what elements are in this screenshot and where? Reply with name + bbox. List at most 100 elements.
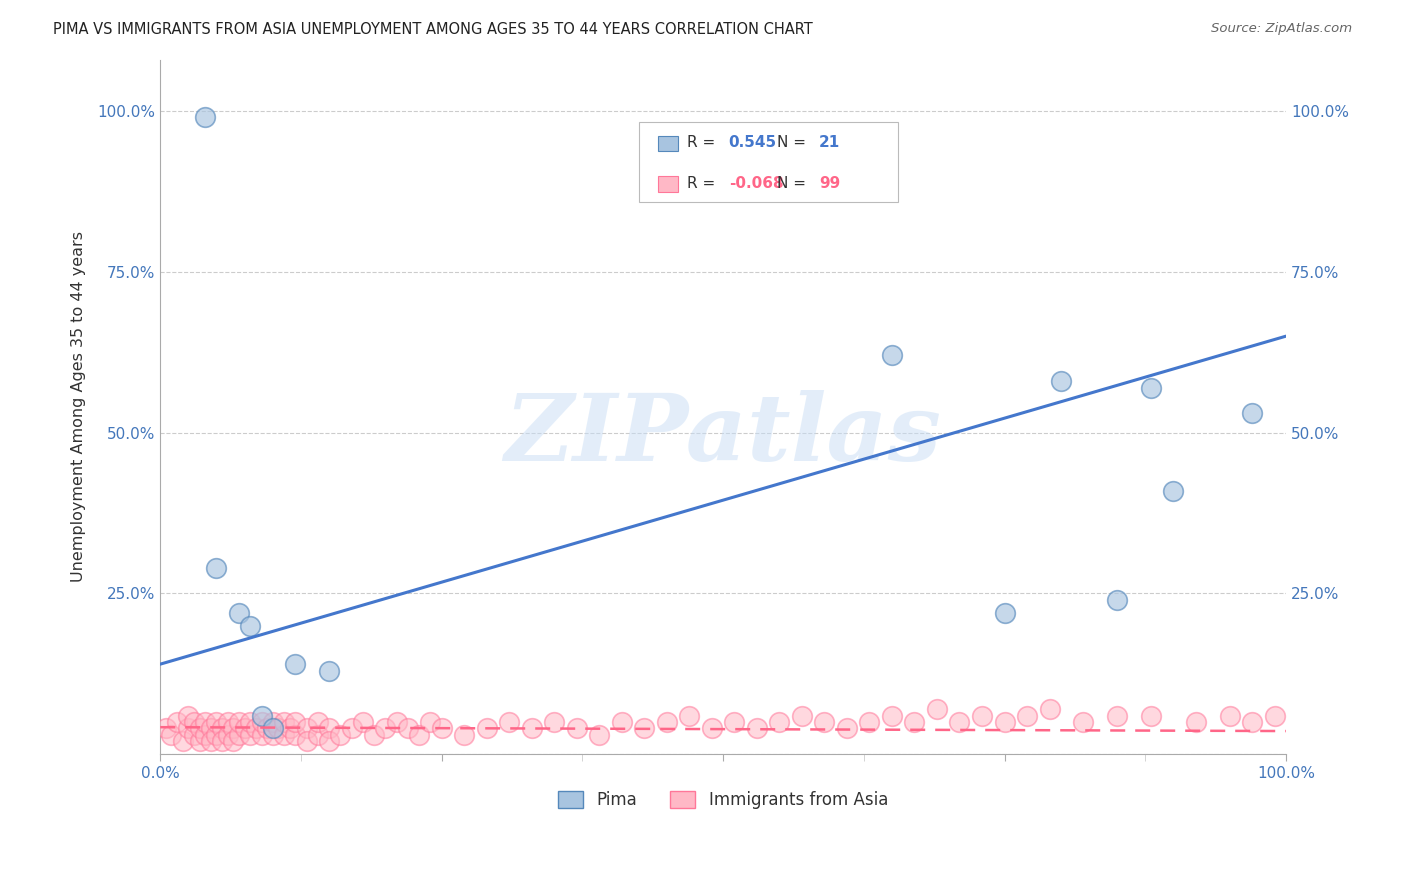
Point [245, 722, 267, 736]
Point [419, 714, 441, 729]
Point [1219, 708, 1241, 723]
Point [813, 714, 835, 729]
Text: Source: ZipAtlas.com: Source: ZipAtlas.com [1212, 22, 1353, 36]
Point [1241, 406, 1264, 420]
Point [1140, 381, 1163, 395]
Point [880, 348, 903, 362]
Point [858, 714, 880, 729]
Point [256, 722, 278, 736]
Point [790, 708, 813, 723]
Point [217, 714, 239, 729]
Point [262, 722, 284, 736]
Point [723, 714, 745, 729]
Point [307, 728, 329, 742]
Bar [658, 136, 678, 152]
Text: -0.068: -0.068 [728, 176, 783, 191]
Text: ZIPatlas: ZIPatlas [505, 390, 942, 480]
Point [188, 722, 211, 736]
Point [172, 734, 194, 748]
Point [177, 722, 200, 736]
Point [239, 618, 262, 632]
Point [318, 734, 340, 748]
Point [1241, 714, 1264, 729]
Point [1107, 708, 1129, 723]
Text: PIMA VS IMMIGRANTS FROM ASIA UNEMPLOYMENT AMONG AGES 35 TO 44 YEARS CORRELATION : PIMA VS IMMIGRANTS FROM ASIA UNEMPLOYMEN… [53, 22, 813, 37]
Point [475, 722, 498, 736]
Point [430, 722, 453, 736]
Point [700, 722, 723, 736]
Y-axis label: Unemployment Among Ages 35 to 44 years: Unemployment Among Ages 35 to 44 years [72, 231, 86, 582]
Bar [658, 177, 678, 192]
Point [1140, 708, 1163, 723]
Point [565, 722, 588, 736]
Point [678, 708, 700, 723]
Point [177, 708, 200, 723]
Point [993, 606, 1015, 620]
Point [194, 714, 217, 729]
FancyBboxPatch shape [638, 122, 897, 202]
Text: 99: 99 [818, 176, 839, 191]
Point [835, 722, 858, 736]
Point [217, 728, 239, 742]
Point [211, 734, 233, 748]
Point [318, 722, 340, 736]
Point [1073, 714, 1095, 729]
Point [1264, 708, 1286, 723]
Point [363, 728, 385, 742]
Point [498, 714, 520, 729]
Point [284, 714, 307, 729]
Point [250, 728, 273, 742]
Point [925, 702, 948, 716]
Point [239, 714, 262, 729]
Text: N =: N = [778, 176, 811, 191]
Legend: Pima, Immigrants from Asia: Pima, Immigrants from Asia [551, 784, 894, 815]
Point [183, 714, 205, 729]
Text: R =: R = [688, 136, 720, 151]
Point [205, 714, 228, 729]
Point [273, 714, 295, 729]
Point [352, 714, 374, 729]
Point [278, 722, 301, 736]
Point [993, 714, 1015, 729]
Point [222, 734, 245, 748]
Point [768, 714, 790, 729]
Text: N =: N = [778, 136, 811, 151]
Point [295, 722, 318, 736]
Point [284, 728, 307, 742]
Point [453, 728, 475, 742]
Point [200, 734, 222, 748]
Point [295, 734, 318, 748]
Point [408, 728, 430, 742]
Point [588, 728, 610, 742]
Point [228, 728, 250, 742]
Point [250, 708, 273, 723]
Point [610, 714, 633, 729]
Point [233, 722, 256, 736]
Point [222, 722, 245, 736]
Point [655, 714, 678, 729]
Point [183, 728, 205, 742]
Text: R =: R = [688, 176, 720, 191]
Point [374, 722, 396, 736]
Point [239, 728, 262, 742]
Point [1049, 374, 1071, 388]
Point [307, 714, 329, 729]
Point [228, 714, 250, 729]
Point [211, 722, 233, 736]
Point [1163, 483, 1185, 498]
Point [880, 708, 903, 723]
Point [318, 664, 340, 678]
Point [262, 728, 284, 742]
Point [903, 714, 925, 729]
Point [1038, 702, 1060, 716]
Point [267, 722, 290, 736]
Point [194, 111, 217, 125]
Point [1107, 592, 1129, 607]
Point [329, 728, 352, 742]
Point [520, 722, 543, 736]
Point [166, 714, 188, 729]
Point [262, 714, 284, 729]
Point [385, 714, 408, 729]
Point [948, 714, 970, 729]
Point [1015, 708, 1038, 723]
